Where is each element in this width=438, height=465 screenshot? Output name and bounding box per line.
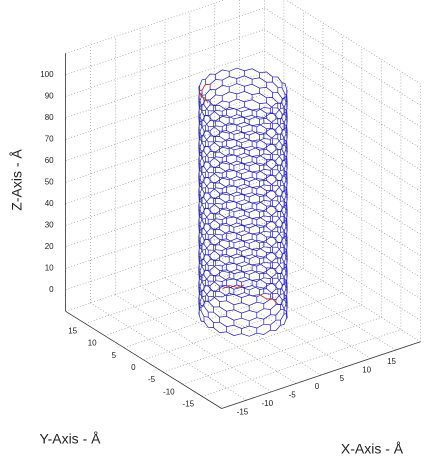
x-tick-label: -10 [262,399,274,408]
y-tick-label: -5 [148,375,156,384]
z-tick-label: 30 [45,220,54,229]
z-tick-label: 80 [45,113,54,122]
grid-line [66,30,265,97]
x-tick-label: 15 [387,357,396,366]
y-tick-label: -10 [163,387,175,396]
z-tick-label: 90 [45,91,54,100]
z-tick-label: 0 [49,285,54,294]
grid-line [264,8,420,105]
x-axis-label: X-Axis - Å [341,441,404,457]
y-tick-label: -15 [183,399,195,408]
tube-defect [200,84,210,91]
y-tick-label: 10 [88,339,97,348]
y-axis-label: Y-Axis - Å [40,431,102,447]
z-tick-label: 20 [45,242,54,251]
x-tick-label: 0 [315,382,320,391]
y-tick-label: 15 [68,327,77,336]
grid-line [264,73,420,170]
box-edge [264,0,420,84]
z-tick-label: 60 [45,156,54,165]
grid-line [202,330,401,397]
z-tick-label: 50 [45,177,54,186]
z-tick-label: 70 [45,134,54,143]
tube-bonds [199,71,287,334]
x-tick-label: -5 [289,391,297,400]
grid-line [163,305,362,372]
axis-line [66,311,222,408]
z-axis-label: Z-Axis - Å [9,149,25,211]
grid-line [85,257,284,324]
x-tick-label: 5 [340,374,345,383]
x-tick-label: 10 [362,366,371,375]
grid-line [66,159,265,226]
y-tick-label: 5 [112,351,117,360]
grid-line [165,278,321,375]
z-tick-label: 100 [40,70,54,79]
axis-line [222,342,421,409]
page: Z-Axis - Å Y-Axis - Å X-Axis - Å -15-10-… [0,0,438,465]
chart: Z-Axis - Å Y-Axis - Å X-Axis - Å -15-10-… [0,0,438,465]
z-tick-label: 10 [45,263,54,272]
x-tick-label: -15 [237,407,249,416]
y-tick-label: 0 [131,363,136,372]
z-tick-label: 40 [45,199,54,208]
box-edge [66,0,265,53]
